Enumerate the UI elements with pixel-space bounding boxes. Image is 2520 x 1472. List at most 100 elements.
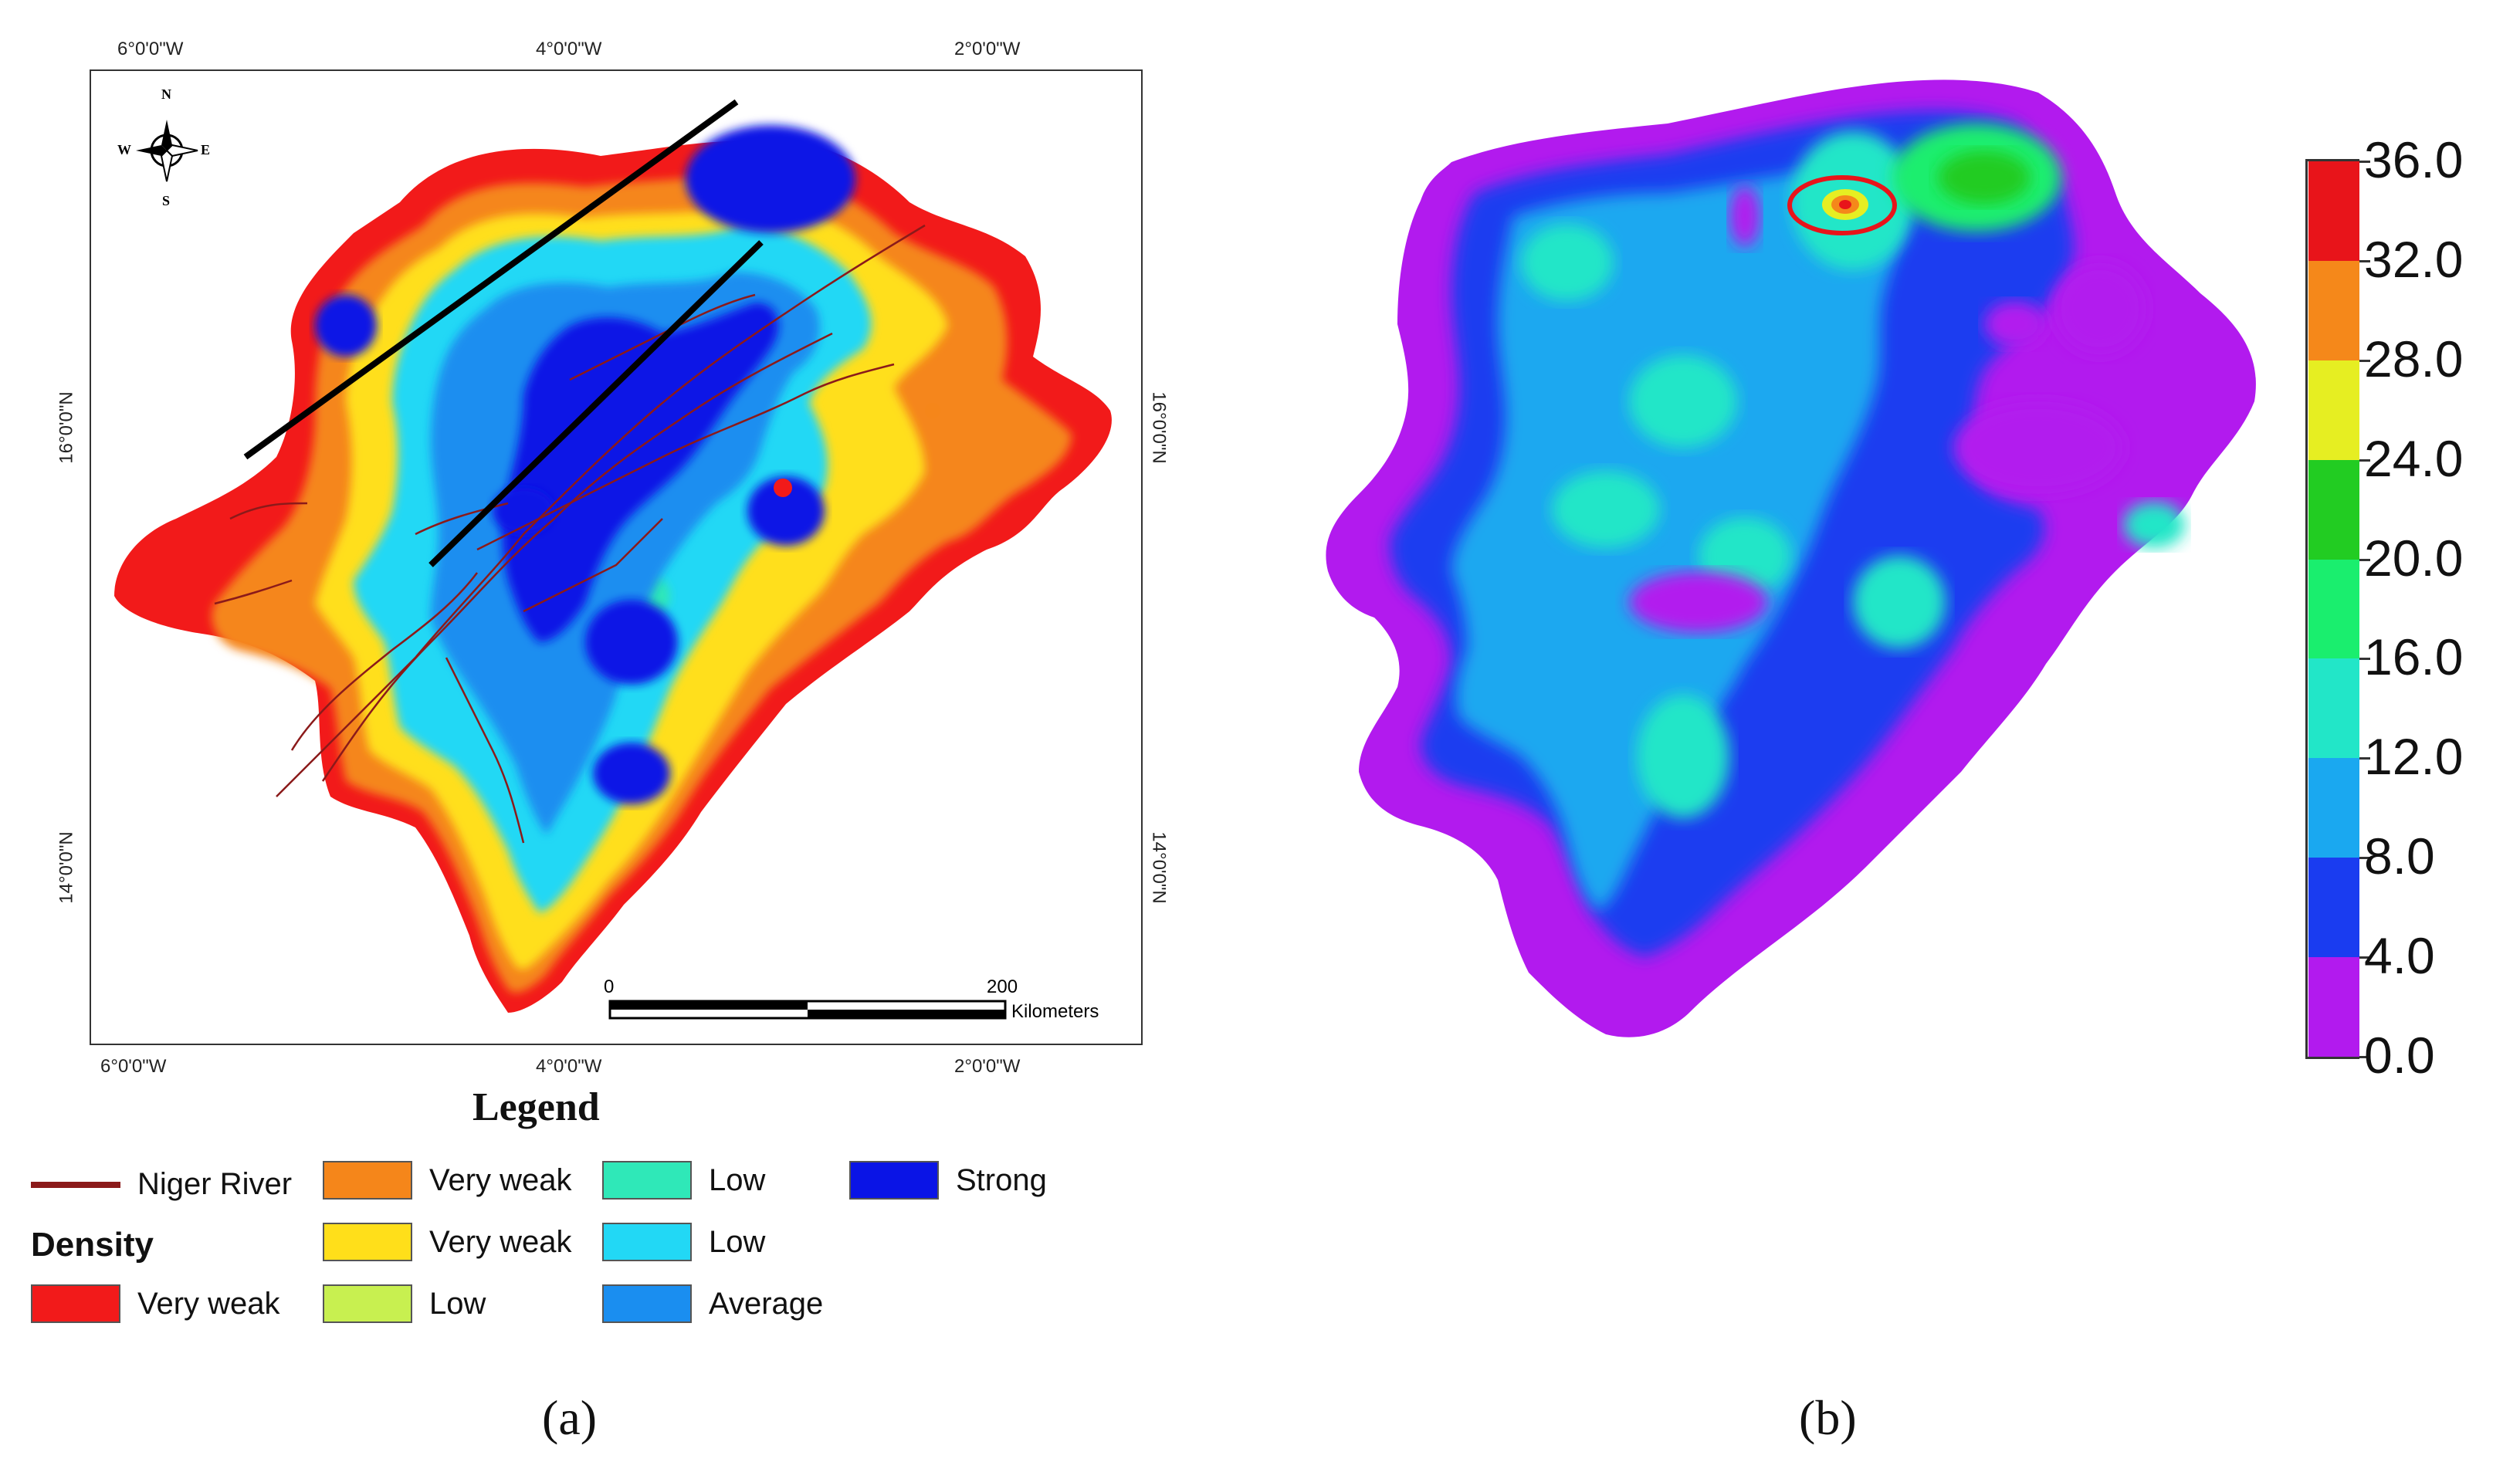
colorbar-tick-label: 24.0 <box>2364 429 2464 487</box>
colorbar-tick-mark <box>2359 459 2370 462</box>
legend-title: Legend <box>472 1085 600 1129</box>
density-zone-strong <box>315 295 377 357</box>
legend-label: Low <box>709 1162 766 1197</box>
colorbar-segment <box>2308 360 2359 461</box>
colorbar-tick-label: 36.0 <box>2364 131 2464 188</box>
lon-tick-top-2w: 2°0'0"W <box>954 39 1021 59</box>
legend-label: Low <box>709 1224 766 1259</box>
scale-end-label: 200 <box>987 976 1018 997</box>
legend-item-very-weak-yellow: Very weak <box>323 1223 572 1261</box>
compass-e-label: E <box>201 142 210 157</box>
legend-swatch <box>323 1284 412 1323</box>
lon-tick-bottom-4w: 4°0'0"W <box>536 1056 602 1077</box>
niger-river <box>214 224 926 844</box>
colorbar-segment <box>2308 260 2359 361</box>
contour-band-0-4 <box>1729 185 1760 247</box>
lon-tick-top-6w: 6°0'0"W <box>117 39 184 59</box>
contour-band-12-16 <box>1521 224 1614 301</box>
lineament-line <box>428 240 764 567</box>
legend-swatch <box>602 1223 692 1261</box>
legend-item-low-lime: Low <box>323 1284 486 1323</box>
colorbar-tick-label: 32.0 <box>2364 230 2464 288</box>
lat-tick-left-14n: 14°0'0"N <box>56 831 77 904</box>
colorbar-tick-mark <box>2359 757 2370 760</box>
colorbar-tick-label: 28.0 <box>2364 330 2464 387</box>
lon-tick-top-4w: 4°0'0"W <box>536 39 602 59</box>
contour-map <box>1326 80 2256 1037</box>
legend-swatch <box>323 1223 412 1261</box>
legend-item-niger-river: Niger River <box>31 1167 292 1202</box>
density-zone-strong <box>493 488 554 534</box>
contour-band-12-16 <box>1637 695 1729 818</box>
north-arrow-compass <box>136 120 198 182</box>
density-map-frame: N S E W 0 200 Kilometers <box>90 69 1143 1045</box>
hotspot-highlight-circle <box>1787 175 1897 235</box>
colorbar-segment <box>2308 758 2359 858</box>
contour-band-0-4 <box>2054 262 2146 355</box>
density-zone-strong <box>686 125 855 233</box>
legend-item-low-teal: Low <box>602 1161 765 1200</box>
density-hotspot <box>774 479 792 497</box>
legend-label: Niger River <box>137 1167 293 1201</box>
colorbar-segment <box>2308 459 2359 560</box>
density-zone-strong <box>502 303 779 642</box>
density-zone-strong <box>585 600 678 685</box>
legend-swatch <box>602 1161 692 1200</box>
contour-band-0-4 <box>1629 571 1768 633</box>
legend-label: Very weak <box>429 1224 572 1259</box>
colorbar-tick-mark <box>2359 558 2370 561</box>
colorbar-segment <box>2308 161 2359 262</box>
legend-item-very-weak-red: Very weak <box>31 1284 280 1323</box>
contour-band-0-4 <box>1953 401 2123 494</box>
legend-item-strong: Strong <box>849 1161 1047 1200</box>
contour-band-12-16 <box>1552 471 1660 548</box>
legend-item-very-weak-orange: Very weak <box>323 1161 572 1200</box>
colorbar-tick-mark <box>2359 1056 2370 1058</box>
caption-a: (a) <box>542 1390 598 1445</box>
caption-b: (b) <box>1799 1390 1857 1445</box>
colorbar-segment <box>2308 957 2359 1057</box>
legend-swatch <box>31 1284 120 1323</box>
colorbar-tick-label: 0.0 <box>2364 1027 2435 1084</box>
colorbar-tick-mark <box>2359 956 2370 959</box>
lat-tick-right-14n: 14°0'0"N <box>1148 831 1170 904</box>
contour-band-12-16 <box>2123 502 2185 548</box>
lon-tick-bottom-6w: 6°0'0"W <box>100 1056 167 1077</box>
lineament-line <box>243 99 739 460</box>
colorbar-segment <box>2308 658 2359 759</box>
contour-band-0-4 <box>1984 301 2046 347</box>
density-hotspot <box>925 403 940 418</box>
legend-item-low-cyan: Low <box>602 1223 765 1261</box>
density-zone-strong <box>747 476 825 546</box>
compass-n-label: N <box>161 86 171 102</box>
lat-tick-left-16n: 16°0'0"N <box>56 391 77 464</box>
scale-unit-label: Kilometers <box>1011 1001 1099 1022</box>
legend-label: Very weak <box>429 1162 572 1197</box>
legend-label: Average <box>709 1286 824 1321</box>
colorbar-tick-label: 16.0 <box>2364 628 2464 686</box>
density-zone-strong <box>593 743 670 804</box>
colorbar-tick-label: 8.0 <box>2364 827 2435 885</box>
density-title: Density <box>31 1226 154 1264</box>
colorbar-tick-mark <box>2359 857 2370 860</box>
density-map: N S E W 0 200 Kilometers <box>114 86 1112 1022</box>
contour-band-20-24 <box>1938 151 2031 205</box>
legend-label: Strong <box>956 1162 1047 1197</box>
lat-tick-right-16n: 16°0'0"N <box>1148 391 1170 464</box>
lon-tick-bottom-2w: 2°0'0"W <box>954 1056 1021 1077</box>
legend-label: Low <box>429 1286 486 1321</box>
colorbar-tick-label: 4.0 <box>2364 927 2435 985</box>
legend-swatch <box>849 1161 939 1200</box>
legend-item-average: Average <box>602 1284 823 1323</box>
scale-bar <box>608 1000 1007 1020</box>
colorbar-tick-mark <box>2359 359 2370 362</box>
contour-band-12-16 <box>1853 556 1946 648</box>
compass-s-label: S <box>162 193 170 208</box>
legend-swatch <box>323 1161 412 1200</box>
colorbar-tick-mark <box>2359 259 2370 262</box>
niger-river-line-swatch <box>31 1181 120 1188</box>
colorbar-tick-mark <box>2359 161 2370 163</box>
contour-hotspot <box>1839 200 1851 209</box>
colorbar-segment <box>2308 858 2359 958</box>
colorbar-tick-mark <box>2359 658 2370 661</box>
